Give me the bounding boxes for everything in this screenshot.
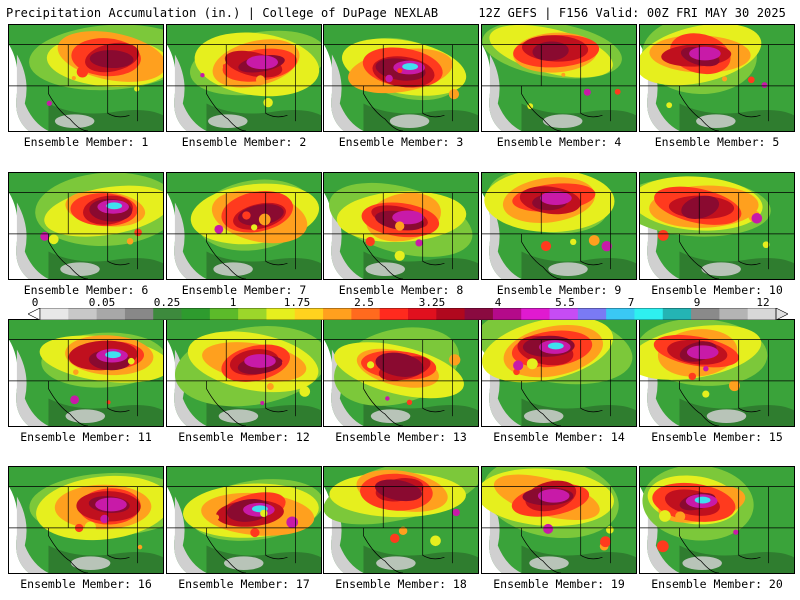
ensemble-member-label: Ensemble Member: 7 <box>181 283 307 297</box>
ensemble-member-map <box>166 172 322 280</box>
ensemble-member-label: Ensemble Member: 14 <box>493 430 625 444</box>
ensemble-member-map <box>8 466 164 574</box>
ensemble-member-map <box>639 466 795 574</box>
valid-time: 12Z GEFS | F156 Valid: 00Z FRI MAY 30 20… <box>478 6 786 20</box>
colorbar-tick-label: 5.5 <box>555 296 575 309</box>
colorbar-swatch <box>379 308 409 320</box>
colorbar-swatch <box>351 308 381 320</box>
ensemble-member-label: Ensemble Member: 9 <box>496 283 622 297</box>
colorbar-swatch <box>606 308 635 320</box>
colorbar-swatch <box>323 308 352 320</box>
colorbar-swatch <box>153 308 183 320</box>
colorbar-swatch <box>492 308 522 320</box>
colorbar-swatch <box>266 308 296 320</box>
colorbar-tick-label: 4 <box>494 296 502 309</box>
colorbar-swatch <box>634 308 664 320</box>
colorbar-tick-label: 0 <box>31 296 39 309</box>
ensemble-member-map <box>481 172 637 280</box>
ensemble-member-label: Ensemble Member: 19 <box>493 577 625 591</box>
ensemble-member-label: Ensemble Member: 15 <box>651 430 783 444</box>
ensemble-member-map <box>8 24 164 132</box>
colorbar-labels: 0 0.05 0.25 1 1.75 2.5 3.25 4 5.5 7 9 12 <box>0 296 800 309</box>
ensemble-member-map <box>323 319 479 427</box>
ensemble-member-label: Ensemble Member: 4 <box>496 135 622 149</box>
colorbar-swatch <box>408 308 437 320</box>
ensemble-member-label: Ensemble Member: 1 <box>23 135 149 149</box>
colorbar-tick-label: 1 <box>229 296 237 309</box>
colorbar-swatch <box>294 308 324 320</box>
colorbar-swatch <box>719 308 749 320</box>
ensemble-member-map <box>323 24 479 132</box>
ensemble-member-map <box>8 319 164 427</box>
ensemble-member-label: Ensemble Member: 16 <box>20 577 152 591</box>
colorbar-swatch <box>40 308 69 320</box>
colorbar-tick-label: 2.5 <box>354 296 374 309</box>
colorbar-tick-label: 1.75 <box>283 296 311 309</box>
colorbar-swatch <box>549 308 579 320</box>
ensemble-member-label: Ensemble Member: 12 <box>178 430 310 444</box>
ensemble-member-map <box>639 24 795 132</box>
ensemble-member-map <box>166 24 322 132</box>
colorbar-swatch <box>68 308 98 320</box>
ensemble-member-label: Ensemble Member: 13 <box>335 430 467 444</box>
ensemble-member-map <box>481 24 637 132</box>
colorbar-tick-label: 7 <box>627 296 635 309</box>
colorbar-swatch <box>521 308 551 320</box>
colorbar-swatch <box>691 308 720 320</box>
precipitation-colorbar <box>28 308 788 320</box>
ensemble-member-label: Ensemble Member: 8 <box>338 283 464 297</box>
ensemble-member-label: Ensemble Member: 11 <box>20 430 152 444</box>
map-title: Precipitation Accumulation (in.) | Colle… <box>6 6 439 20</box>
colorbar-swatch <box>238 308 267 320</box>
colorbar-tick-label: 3.25 <box>418 296 446 309</box>
colorbar-swatch <box>96 308 126 320</box>
ensemble-member-label: Ensemble Member: 6 <box>23 283 149 297</box>
colorbar-swatch <box>747 308 777 320</box>
ensemble-member-label: Ensemble Member: 10 <box>651 283 783 297</box>
ensemble-member-map <box>166 466 322 574</box>
ensemble-member-map <box>323 172 479 280</box>
ensemble-member-map <box>8 172 164 280</box>
ensemble-member-map <box>481 319 637 427</box>
ensemble-member-map <box>481 466 637 574</box>
colorbar-swatch <box>436 308 466 320</box>
colorbar-tick-label: 12 <box>756 296 770 309</box>
colorbar-tick-label: 0.25 <box>153 296 181 309</box>
colorbar-swatch <box>209 308 239 320</box>
ensemble-member-map <box>323 466 479 574</box>
ensemble-member-label: Ensemble Member: 2 <box>181 135 307 149</box>
ensemble-member-label: Ensemble Member: 20 <box>651 577 783 591</box>
ensemble-member-label: Ensemble Member: 17 <box>178 577 310 591</box>
ensemble-member-label: Ensemble Member: 18 <box>335 577 467 591</box>
colorbar-tick-label: 0.05 <box>88 296 116 309</box>
colorbar-swatch <box>124 308 154 320</box>
ensemble-member-label: Ensemble Member: 3 <box>338 135 464 149</box>
colorbar-swatch <box>464 308 494 320</box>
colorbar-right-arrow <box>775 308 788 320</box>
colorbar-left-arrow <box>28 308 41 320</box>
ensemble-member-map <box>166 319 322 427</box>
colorbar-swatch <box>181 308 211 320</box>
colorbar-tick-label: 9 <box>693 296 701 309</box>
ensemble-member-map <box>639 172 795 280</box>
colorbar-swatch <box>577 308 607 320</box>
colorbar-swatch <box>662 308 692 320</box>
ensemble-member-map <box>639 319 795 427</box>
ensemble-member-label: Ensemble Member: 5 <box>654 135 780 149</box>
